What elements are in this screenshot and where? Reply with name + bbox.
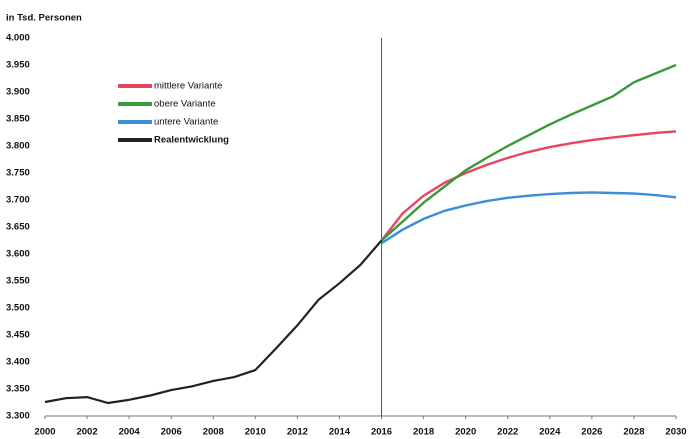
y-tick-label: 3.950 [6,60,30,71]
y-tick-label: 3.650 [6,222,30,233]
legend-label: Realentwicklung [154,135,229,146]
y-tick-label: 4.000 [6,33,30,44]
x-tick-label: 2016 [371,427,392,438]
y-tick-label: 3.800 [6,141,30,152]
x-tick-label: 2012 [287,427,308,438]
series-line [44,239,383,405]
x-tick-label: 2022 [497,427,518,438]
x-tick-label: 2004 [119,427,141,438]
series-line [380,191,677,245]
x-tick-label: 2010 [245,427,266,438]
y-tick-label: 3.350 [6,384,30,395]
y-tick-label: 3.450 [6,330,30,341]
x-tick-label: 2008 [203,427,224,438]
y-tick-label: 3.850 [6,114,30,125]
x-tick-label: 2028 [623,427,644,438]
legend-label: untere Variante [154,117,218,128]
x-tick-label: 2000 [34,427,55,438]
y-tick-label: 3.500 [6,303,30,314]
x-tick-label: 2020 [455,427,476,438]
series-line [380,63,677,242]
y-tick-label: 3.700 [6,195,30,206]
legend-label: obere Variante [154,99,216,110]
x-tick-label: 2014 [329,427,351,438]
legend-label: mittlere Variante [154,81,222,92]
series-line [380,130,677,242]
y-tick-label: 3.600 [6,249,30,260]
x-tick-label: 2018 [413,427,434,438]
x-tick-label: 2002 [76,427,97,438]
x-tick-label: 2030 [665,427,686,438]
y-tick-label: 3.550 [6,276,30,287]
x-tick-label: 2006 [161,427,182,438]
y-tick-label: 3.750 [6,168,30,179]
y-tick-label: 3.900 [6,87,30,98]
y-axis-label: in Tsd. Personen [6,13,82,24]
y-tick-label: 3.300 [6,411,30,422]
x-tick-label: 2024 [539,427,561,438]
x-tick-label: 2026 [581,427,602,438]
y-tick-label: 3.400 [6,357,30,368]
